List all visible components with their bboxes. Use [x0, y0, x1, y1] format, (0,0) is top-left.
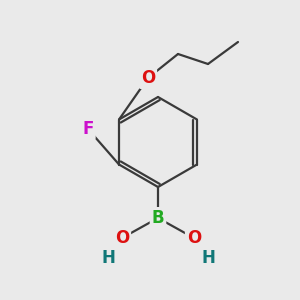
Text: O: O	[187, 229, 201, 247]
Text: O: O	[141, 69, 155, 87]
Text: F: F	[82, 120, 94, 138]
Text: O: O	[115, 229, 129, 247]
Text: H: H	[201, 249, 215, 267]
Text: H: H	[101, 249, 115, 267]
Text: B: B	[152, 209, 164, 227]
